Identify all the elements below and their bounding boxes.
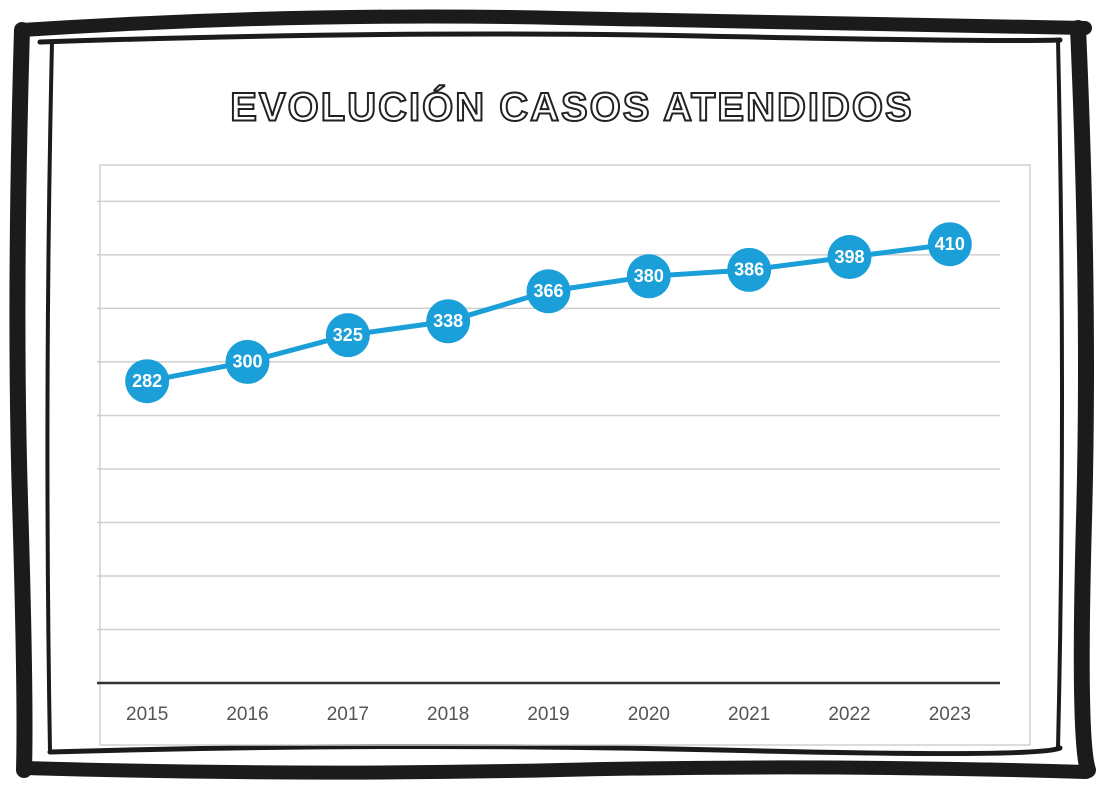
data-label: 300 [232, 352, 262, 372]
point [225, 339, 270, 384]
data-label: 410 [935, 234, 965, 254]
x-tick-label: 2023 [929, 704, 971, 725]
data-label: 386 [734, 260, 764, 280]
data-label: 366 [533, 281, 563, 301]
x-tick-label: 2018 [427, 704, 469, 725]
x-tick-label: 2017 [327, 704, 369, 725]
plot-frame [99, 164, 1031, 746]
x-tick-label: 2022 [828, 704, 870, 725]
point [626, 254, 671, 299]
data-label: 282 [132, 371, 162, 391]
chart-title: EVOLUCIÓN CASOS ATENDIDOS [230, 84, 913, 130]
data-label: 338 [433, 311, 463, 331]
point [526, 269, 571, 314]
data-label: 325 [333, 325, 363, 345]
x-tick-label: 2020 [628, 704, 670, 725]
point [426, 299, 471, 344]
point [827, 235, 872, 280]
x-tick-label: 2021 [728, 704, 770, 725]
x-tick-label: 2016 [226, 704, 268, 725]
data-label: 380 [634, 266, 664, 286]
point [727, 247, 772, 292]
x-tick-label: 2019 [527, 704, 569, 725]
point [927, 222, 972, 267]
point [125, 359, 170, 404]
point [325, 313, 370, 358]
frame [9, 9, 1096, 780]
x-tick-label: 2015 [126, 704, 168, 725]
data-label: 398 [834, 247, 864, 267]
